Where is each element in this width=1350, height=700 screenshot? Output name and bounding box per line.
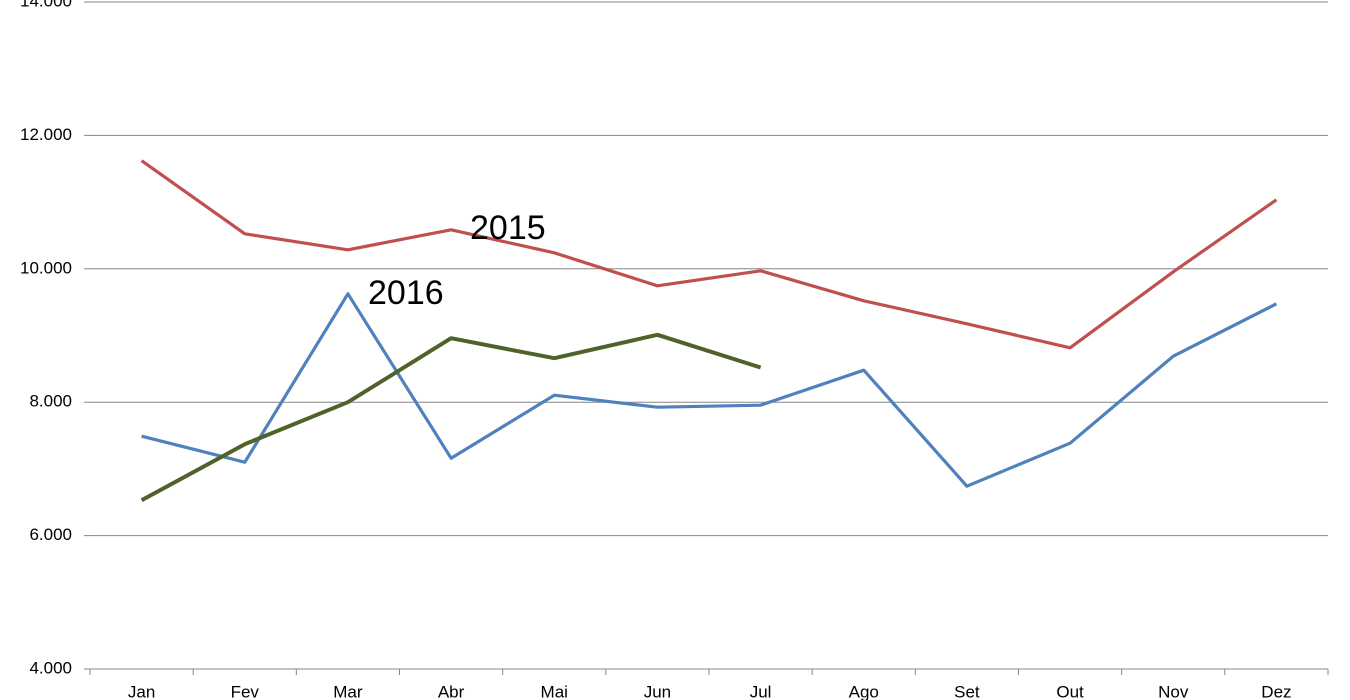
x-tick-label: Nov: [1158, 682, 1189, 700]
y-tick-label: 4.000: [29, 658, 72, 677]
x-tick-label: Fev: [231, 682, 260, 700]
series-line: [140, 332, 762, 502]
y-tick-label: 8.000: [29, 392, 72, 411]
y-tick-label: 12.000: [20, 125, 72, 144]
series-line: [141, 292, 1278, 488]
x-tick-label: Mai: [541, 682, 568, 700]
y-tick-label: 10.000: [20, 258, 72, 277]
x-tick-label: Jul: [750, 682, 772, 700]
x-tick-label: Dez: [1261, 682, 1291, 700]
x-tick-label: Mar: [333, 682, 363, 700]
x-tick-label: Set: [954, 682, 980, 700]
annotation: 2015: [470, 209, 546, 247]
x-tick-label: Out: [1056, 682, 1084, 700]
annotation: 2016: [368, 274, 444, 312]
y-tick-label: 6.000: [29, 525, 72, 544]
y-tick-label: 14.000: [20, 0, 72, 10]
x-tick-label: Jan: [128, 682, 155, 700]
x-tick-label: Jun: [644, 682, 671, 700]
x-tick-label: Abr: [438, 682, 465, 700]
series-line: [140, 159, 1278, 350]
x-tick-label: Ago: [849, 682, 879, 700]
